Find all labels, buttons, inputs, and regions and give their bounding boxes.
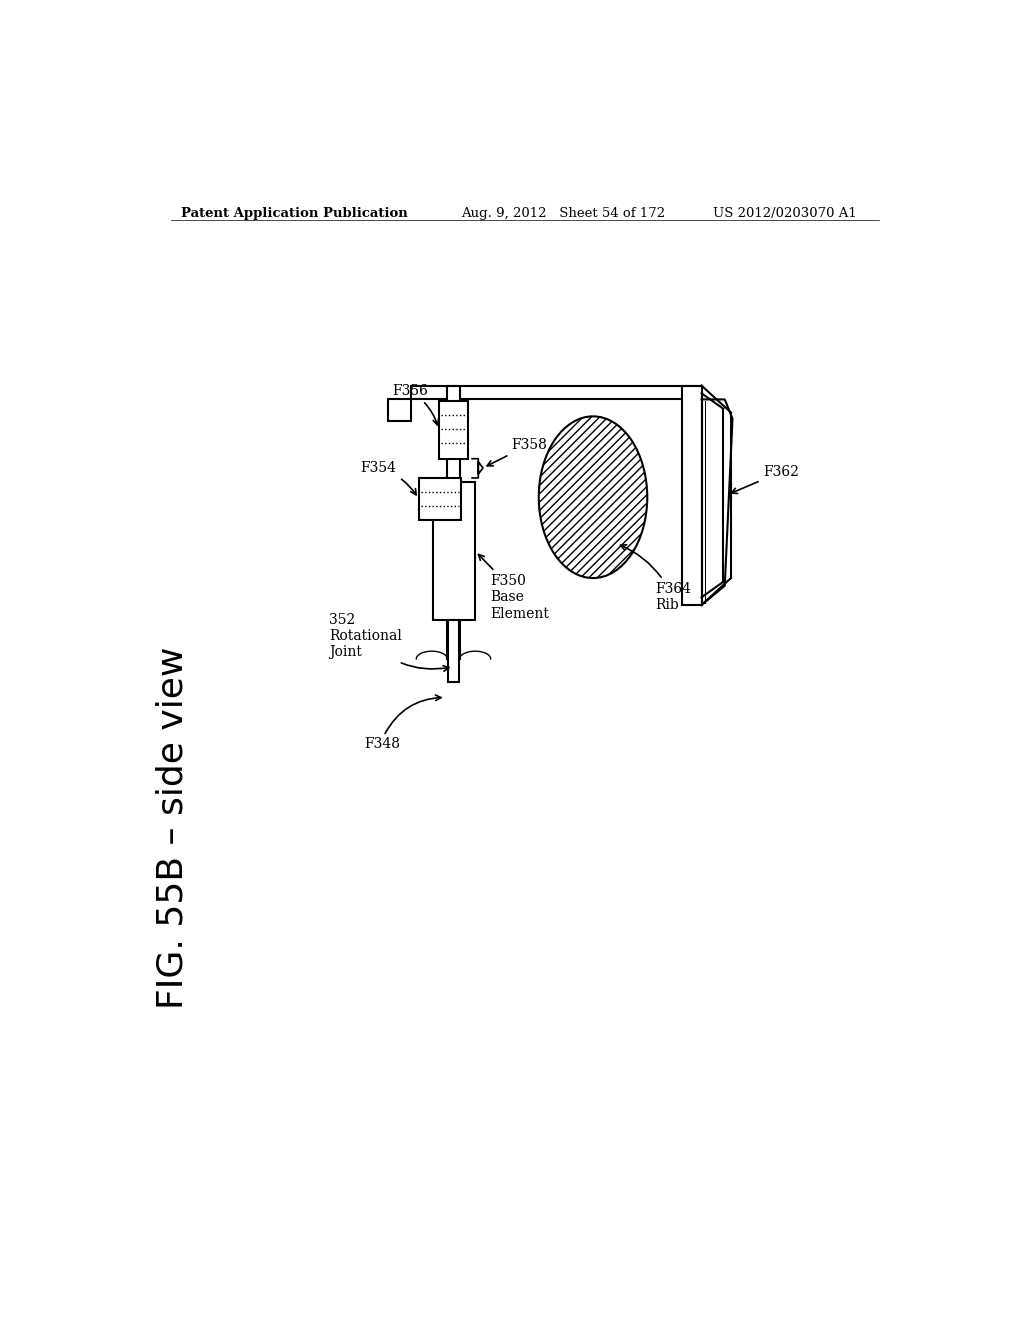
Text: Patent Application Publication: Patent Application Publication bbox=[180, 207, 408, 220]
Text: F350
Base
Element: F350 Base Element bbox=[478, 554, 550, 620]
Bar bbox=[419, 478, 461, 520]
Text: F348: F348 bbox=[365, 737, 400, 751]
Bar bbox=[411, 385, 701, 400]
Text: F364
Rib: F364 Rib bbox=[621, 545, 691, 612]
Text: F354: F354 bbox=[360, 461, 416, 495]
Bar bbox=[432, 482, 475, 620]
Text: US 2012/0203070 A1: US 2012/0203070 A1 bbox=[713, 207, 856, 220]
Text: F358: F358 bbox=[487, 438, 547, 466]
Bar bbox=[388, 400, 411, 421]
Text: Aug. 9, 2012   Sheet 54 of 172: Aug. 9, 2012 Sheet 54 of 172 bbox=[461, 207, 666, 220]
Bar bbox=[682, 385, 701, 605]
Bar bbox=[438, 401, 468, 459]
Text: FIG. 55B – side view: FIG. 55B – side view bbox=[156, 647, 189, 1010]
Text: 352
Rotational
Joint: 352 Rotational Joint bbox=[330, 612, 449, 671]
Text: F356: F356 bbox=[392, 384, 438, 425]
Ellipse shape bbox=[539, 416, 647, 578]
Text: F362: F362 bbox=[731, 465, 800, 494]
Bar bbox=[449, 620, 459, 682]
Bar bbox=[447, 385, 460, 659]
